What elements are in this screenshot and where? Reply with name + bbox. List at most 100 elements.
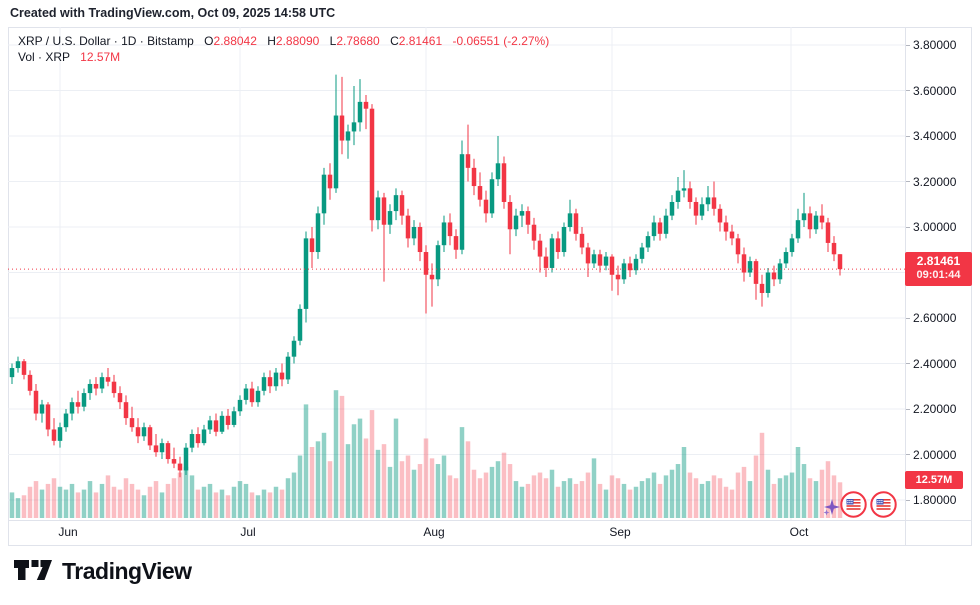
price-axis-label: 3.00000 [913,220,957,234]
volume-bar [63,489,69,518]
volume-bar [615,478,621,518]
candle-body [315,213,321,253]
volume-bar [735,472,741,518]
candle-body [801,213,807,221]
candle-body [615,274,621,280]
volume-bar [117,489,123,518]
volume-bar [477,478,483,518]
candle-body [669,201,675,216]
volume-bar [687,472,693,518]
candle-body [465,154,471,168]
chart-panel [8,27,972,546]
candle-body [171,459,177,464]
volume-bar [717,478,723,518]
volume-bar [723,486,729,518]
time-axis[interactable]: Jun Jul Aug Sep Oct [8,521,905,546]
volume-bar [225,495,231,518]
volume-bar [369,410,375,518]
volume-bar [255,495,261,518]
volume-bar [111,486,117,518]
candle-body [363,101,369,109]
volume-bar [579,481,585,518]
volume-bar [279,489,285,518]
candle-body [747,261,753,273]
time-axis-separator [8,520,972,521]
volume-bar [813,481,819,518]
candle-body [621,263,627,280]
price-axis-label: 2.00000 [913,447,957,462]
candle-body [345,131,351,141]
candle-body [483,199,489,214]
price-axis[interactable]: 3.80000 3.60000 3.40000 3.20000 3.00000 2.600… [906,27,972,520]
volume-bar [45,483,51,518]
price-axis-tick [906,226,910,228]
volume-bar [9,492,15,518]
price-axis-separator [905,27,906,546]
us-flag-event-icon[interactable] [840,491,867,523]
candle-body [447,222,453,237]
grid-layer [8,27,905,520]
volume-bar [159,492,165,518]
candle-body [333,115,339,189]
candle-body [69,402,75,414]
volume-bar [585,472,591,518]
candle-body [249,388,255,403]
bar-countdown: 09:01:44 [916,269,961,281]
candle-body [201,429,207,444]
candle-body [153,445,159,453]
legend-volume-row: Vol · XRP 12.57M [18,49,549,65]
candle-body [453,236,459,250]
change-value: -0.06551 (-2.27%) [452,34,550,48]
candle-body [177,463,183,471]
volume-bar [141,495,147,518]
volume-bar [405,455,411,518]
candle-body [123,402,129,419]
volume-bar [207,483,213,518]
volume-bar [639,481,645,518]
tradingview-logo[interactable]: TradingView [14,558,192,585]
candle-body [741,254,747,273]
candle-body [687,188,693,202]
candle-body [627,263,633,271]
volume-bar [711,475,717,518]
candle-body [711,197,717,209]
us-flag-event-icon[interactable] [870,491,897,523]
candle-body [423,252,429,275]
candlestick-chart-surface[interactable] [8,27,905,520]
price-axis-tick [906,181,910,182]
candle-body [735,238,741,255]
candle-body [585,247,591,264]
candle-body [45,404,51,430]
volume-bar [153,481,159,518]
candle-body [471,167,477,187]
candle-body [399,195,405,216]
volume-bar [753,455,759,518]
volume-bar [123,478,129,518]
price-axis-label: 2.60000 [913,311,957,325]
symbol-legend[interactable]: XRP / U.S. Dollar · 1D · Bitstamp O2.880… [18,33,549,65]
volume-bar [417,464,423,518]
candle-body [681,188,687,191]
candle-body [243,388,249,400]
volume-bar [561,481,567,518]
candle-body [519,211,525,216]
candle-body [183,447,189,471]
price-axis-tick [906,408,910,410]
candle-body [237,399,243,412]
volume-bar [609,475,615,518]
volume-bar [81,489,87,518]
volume-bar [501,452,507,518]
volume-value: 12.57M [80,50,121,64]
candle-body [651,222,657,237]
candle-body [825,222,831,243]
candle-body [339,115,345,141]
volume-bar [759,432,765,518]
volume-bar [663,475,669,518]
ai-sparkle-icon[interactable] [823,498,841,521]
candle-body [573,213,579,234]
candle-body [591,254,597,264]
close-value: C2.81461 [390,34,443,48]
candle-body [327,174,333,189]
volume-bar [309,447,315,518]
